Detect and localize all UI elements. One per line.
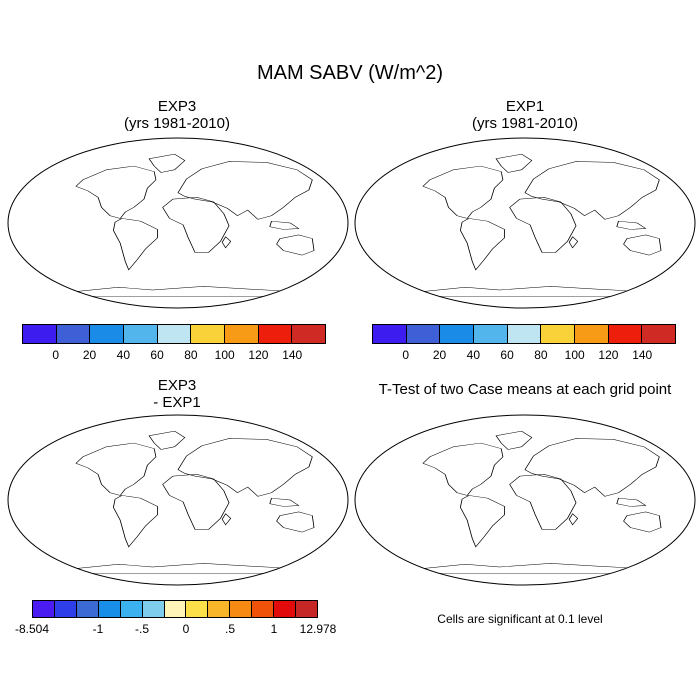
colorbar-swatch [98, 601, 121, 617]
panel-title-exp3-line2: (yrs 1981-2010) [124, 115, 230, 132]
exp1-colorbar-tick-label: 0 [402, 348, 410, 362]
colorbar-swatch [258, 325, 293, 343]
map-exp1 [354, 137, 696, 309]
colorbar-swatch [23, 325, 57, 343]
panel-title-exp1-line2: (yrs 1981-2010) [472, 115, 578, 132]
colorbar-swatch [120, 601, 143, 617]
map-diff [7, 414, 349, 586]
map-border [354, 137, 696, 309]
colorbar-swatch [76, 601, 99, 617]
colorbar-swatch [225, 325, 259, 343]
map-border [354, 414, 696, 586]
exp3-colorbar-tick-label: 40 [116, 348, 131, 362]
colorbar-exp3 [22, 324, 326, 344]
exp3-colorbar-tick-label: 0 [52, 348, 60, 362]
colorbar-swatch [90, 325, 125, 343]
colorbar-swatch [440, 325, 475, 343]
colorbar-swatch [33, 601, 55, 617]
colorbar-swatch [252, 601, 275, 617]
colorbar-swatch [164, 601, 187, 617]
exp3-colorbar-tick-label: 60 [150, 348, 164, 362]
colorbar-swatch [541, 325, 576, 343]
panel-title-exp3-line1: EXP3 [157, 98, 197, 115]
exp1-colorbar-tick-label: 40 [466, 348, 481, 362]
ocean-background [8, 138, 348, 308]
diff-colorbar-tick-label: -1 [92, 622, 104, 636]
colorbar-swatch [575, 325, 609, 343]
colorbar-swatch [124, 325, 158, 343]
ocean-background [355, 415, 695, 585]
colorbar-swatch [142, 601, 165, 617]
colorbar-swatch [507, 325, 542, 343]
colorbar-swatch [191, 325, 226, 343]
colorbar-swatch [56, 325, 91, 343]
colorbar-swatch [274, 601, 297, 617]
panel-title-diff-line2: - EXP1 [153, 394, 201, 411]
diff-colorbar-tick-label: .5 [224, 622, 236, 636]
map-ttest [354, 414, 696, 586]
panel-title-exp3: EXP3 (yrs 1981-2010) [86, 98, 268, 132]
exp3-colorbar-tick-label: 80 [184, 348, 198, 362]
map-border [7, 137, 349, 309]
diff-colorbar-tick-label: 12.978 [299, 622, 337, 636]
ocean-background [355, 138, 695, 308]
colorbar-swatch [608, 325, 643, 343]
exp1-colorbar-tick-label: 80 [534, 348, 548, 362]
colorbar-swatch [373, 325, 407, 343]
exp3-colorbar-tick-label: 100 [214, 348, 235, 362]
colorbar-swatch [54, 601, 77, 617]
colorbar-swatch [230, 601, 253, 617]
colorbar-exp1 [372, 324, 676, 344]
colorbar-swatch [157, 325, 192, 343]
exp3-colorbar-tick-label: 140 [282, 348, 303, 362]
colorbar-swatch [642, 325, 676, 343]
diff-colorbar-tick-label: -.5 [134, 622, 150, 636]
colorbar-swatch [406, 325, 441, 343]
panel-title-diff: EXP3 - EXP1 [86, 377, 268, 411]
panel-title-ttest-line1: T-Test of two Case means at each grid po… [378, 381, 672, 398]
colorbar-swatch [292, 325, 326, 343]
exp3-colorbar-tick-label: 120 [248, 348, 269, 362]
panel-title-diff-line1: EXP3 [157, 377, 197, 394]
colorbar-diff [32, 600, 318, 618]
colorbar-swatch [296, 601, 317, 617]
exp1-colorbar-tick-label: 140 [632, 348, 653, 362]
significance-note: Cells are significant at 0.1 level [437, 612, 603, 626]
panel-title-exp1: EXP1 (yrs 1981-2010) [434, 98, 616, 132]
colorbar-swatch [186, 601, 209, 617]
diff-colorbar-tick-label: -8.504 [14, 622, 50, 636]
main-title: MAM SABV (W/m^2) [256, 62, 444, 84]
colorbar-swatch [474, 325, 508, 343]
exp1-colorbar-tick-label: 20 [432, 348, 447, 362]
exp1-colorbar-tick-label: 100 [564, 348, 585, 362]
diff-colorbar-tick-label: 1 [270, 622, 278, 636]
panel-title-ttest: T-Test of two Case means at each grid po… [350, 381, 700, 398]
exp3-colorbar-tick-label: 20 [82, 348, 97, 362]
ocean-background [8, 415, 348, 585]
panel-title-exp1-line1: EXP1 [505, 98, 545, 115]
exp1-colorbar-tick-label: 120 [598, 348, 619, 362]
colorbar-swatch [208, 601, 231, 617]
exp1-colorbar-tick-label: 60 [500, 348, 514, 362]
map-border [7, 414, 349, 586]
map-exp3 [7, 137, 349, 309]
diff-colorbar-tick-label: 0 [182, 622, 190, 636]
